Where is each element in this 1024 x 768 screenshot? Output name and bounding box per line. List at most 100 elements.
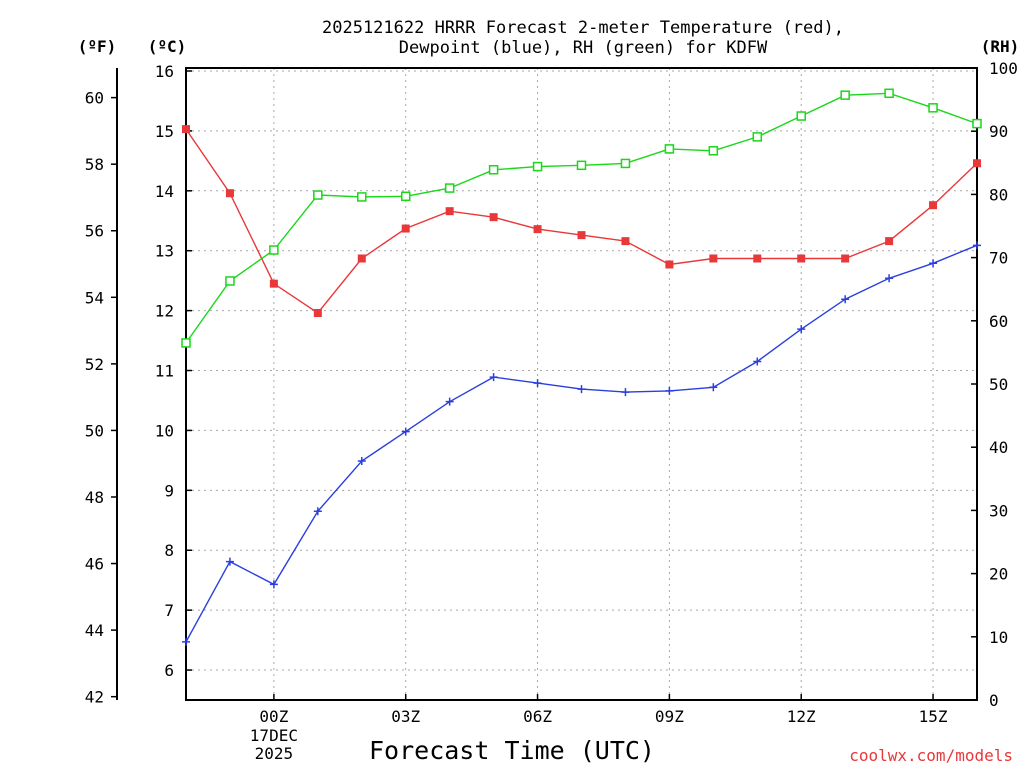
dewpoint-point-18 [973,241,981,250]
rh-point-6 [444,183,455,193]
temperature-line [185,128,978,314]
rh-tick-label-6: 60 [989,312,1008,331]
celsius-unit-label: (ºC) [148,37,187,56]
celsius-tick-label-6: 12 [155,302,174,321]
rh-tick-label-7: 70 [989,249,1008,268]
rh-point-17 [928,103,938,113]
temperature-point-3 [313,309,322,318]
rh-tick-label-8: 80 [989,185,1008,204]
rh-tick-label-0: 0 [989,691,999,710]
rh-point-5 [400,191,411,202]
celsius-tick-label-7: 13 [155,242,174,261]
rh-point-7 [488,165,499,175]
fahrenheit-unit-label: (ºF) [78,37,117,56]
temperature-point-1 [225,189,234,198]
rh-point-8 [532,161,543,172]
fahrenheit-axis: 42 44 46 48 50 52 54 56 58 60 [85,68,118,707]
celsius-axis: 6 7 8 9 10 11 12 13 14 15 16 [155,62,192,680]
celsius-tick-label-0: 6 [164,661,174,680]
rh-point-9 [576,160,587,171]
rh-point-15 [840,90,850,100]
temperature-point-9 [577,231,586,240]
time-tick-label-3: 09Z [655,707,684,726]
celsius-tick-label-1: 7 [164,601,174,620]
temperature-point-12 [709,254,718,263]
fahrenheit-tick-label-9: 60 [85,89,104,108]
celsius-tick-label-5: 11 [155,362,174,381]
fahrenheit-tick-label-4: 50 [85,421,104,440]
dewpoint-point-12 [709,383,718,392]
celsius-tick-label-8: 14 [155,182,174,201]
time-tick-sublabel-0-0: 17DEC [250,726,298,745]
temperature-point-18 [973,159,981,168]
temperature-point-7 [489,213,498,222]
dewpoint-point-6 [445,397,454,406]
rh-tick-label-10: 100 [989,59,1018,78]
rh-point-0 [181,338,191,348]
rh-tick-label-3: 30 [989,501,1008,520]
time-tick-label-1: 03Z [391,707,420,726]
rh-point-13 [752,132,763,142]
dewpoint-point-5 [401,427,410,436]
chart-title: 2025121622 HRRR Forecast 2-meter Tempera… [322,18,844,58]
fahrenheit-tick-label-1: 44 [85,621,104,640]
celsius-tick-label-2: 8 [164,541,174,560]
rh-tick-label-5: 50 [989,375,1008,394]
dewpoint-point-16 [885,274,894,283]
fahrenheit-tick-label-6: 54 [85,288,104,307]
temperature-point-15 [841,254,850,263]
time-tick-label-4: 12Z [787,707,816,726]
dewpoint-point-1 [225,557,234,566]
title-line-2: Dewpoint (blue), RH (green) for KDFW [399,38,768,58]
rh-point-2 [269,245,279,255]
source-credit: coolwx.com/models [849,746,1013,765]
dewpoint-point-10 [621,388,630,397]
rh-point-3 [313,190,323,200]
temperature-point-11 [665,260,674,269]
celsius-tick-label-3: 9 [164,481,174,500]
dewpoint-point-11 [665,386,674,395]
dewpoint-point-2 [269,580,278,589]
time-tick-label-2: 06Z [523,707,552,726]
rh-tick-label-2: 20 [989,565,1008,584]
temperature-point-17 [929,201,938,210]
rh-unit-label: (RH) [981,37,1020,56]
celsius-tick-label-10: 16 [155,62,174,81]
rh-point-18 [972,118,982,129]
temperature-point-13 [753,254,762,263]
dewpoint-point-9 [577,385,586,394]
rh-point-10 [620,158,631,169]
dewpoint-point-4 [357,456,366,465]
temperature-point-14 [797,254,806,263]
rh-point-12 [708,146,719,156]
x-axis-title: Forecast Time (UTC) [369,736,655,765]
time-tick-sublabel-0-1: 2025 [255,744,294,763]
temperature-point-8 [533,225,542,234]
dewpoint-point-13 [753,357,762,366]
temperature-point-5 [401,224,410,233]
dewpoint-point-3 [313,507,322,516]
fahrenheit-tick-label-8: 58 [85,155,104,174]
celsius-tick-label-4: 10 [155,421,174,440]
rh-tick-label-4: 40 [989,438,1008,457]
time-tick-label-0: 00Z [259,707,288,726]
celsius-tick-label-9: 15 [155,122,174,141]
dewpoint-point-8 [533,379,542,388]
dewpoint-point-15 [841,295,850,304]
fahrenheit-tick-label-5: 52 [85,355,104,374]
rh-point-14 [796,111,806,121]
temperature-point-10 [621,237,630,246]
temperature-point-0 [182,125,190,134]
temperature-point-6 [445,207,454,216]
time-tick-label-5: 15Z [919,707,948,726]
dewpoint-point-14 [797,325,806,334]
rh-point-4 [357,192,367,202]
temperature-point-16 [885,237,894,246]
rh-tick-label-9: 90 [989,122,1008,141]
temperature-series [182,125,981,318]
temperature-point-2 [269,279,278,288]
data-series [181,88,982,646]
rh-point-1 [225,276,235,286]
